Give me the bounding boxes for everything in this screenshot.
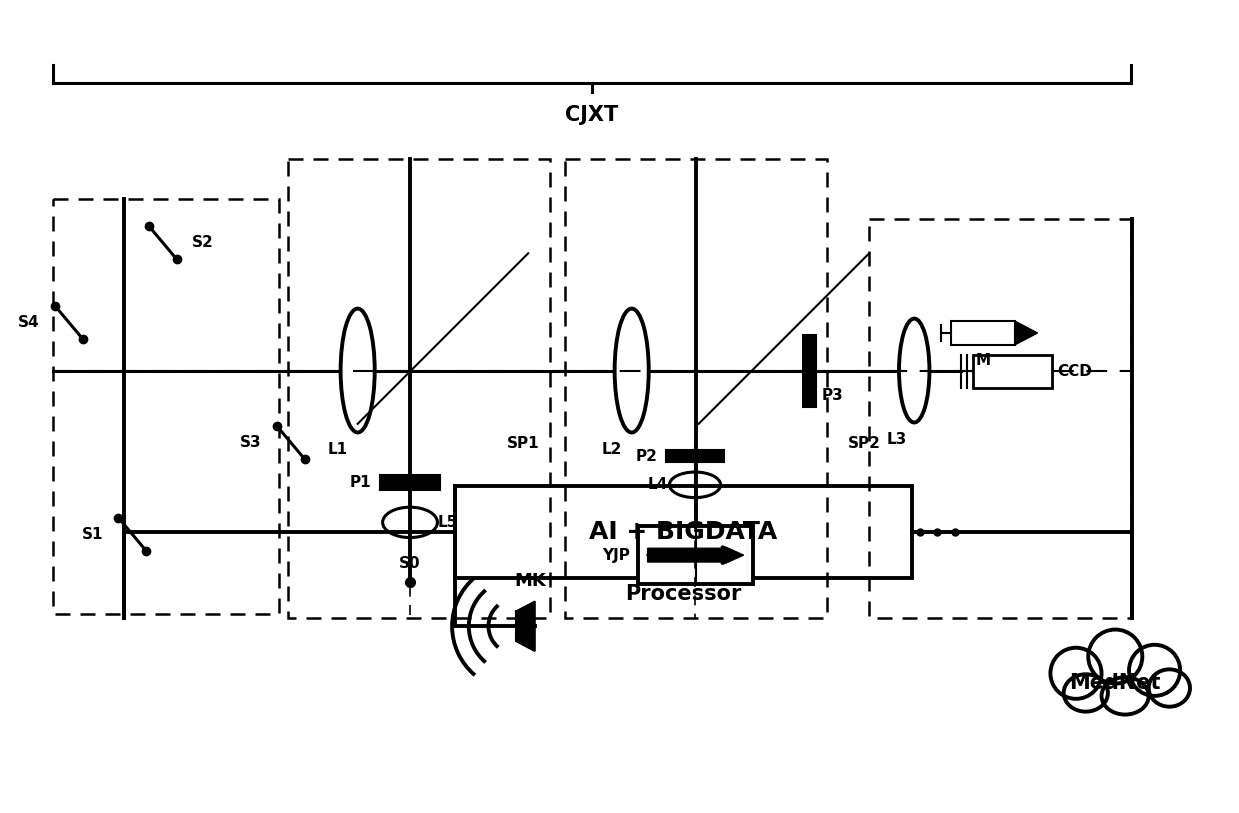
Text: S4: S4 (17, 315, 40, 330)
Bar (289, 159, 550, 618)
Text: SP2: SP2 (847, 436, 881, 450)
Text: P2: P2 (636, 449, 658, 463)
Text: AI + BIGDATA: AI + BIGDATA (590, 520, 778, 545)
Text: S1: S1 (82, 527, 103, 541)
Text: L4: L4 (647, 477, 668, 493)
Text: P1: P1 (351, 475, 372, 490)
Text: CCD: CCD (1058, 364, 1093, 379)
Text: L2: L2 (602, 442, 622, 457)
Bar (53, 198, 279, 615)
Bar (973, 354, 1052, 388)
Text: YJP: YJP (602, 548, 629, 563)
Text: Processor: Processor (624, 585, 741, 604)
Ellipse shape (1101, 677, 1149, 715)
Ellipse shape (1051, 648, 1101, 699)
Polygon shape (515, 602, 535, 651)
Text: MK: MK (515, 572, 546, 590)
Bar (869, 219, 1131, 618)
Text: S0: S0 (399, 555, 421, 571)
Text: M: M (975, 353, 990, 367)
Text: L5: L5 (437, 515, 457, 530)
Text: SP1: SP1 (507, 436, 539, 450)
Ellipse shape (1129, 645, 1181, 696)
Ellipse shape (1149, 669, 1189, 706)
Bar (565, 159, 826, 618)
Text: P3: P3 (821, 389, 843, 403)
Bar (379, 476, 441, 489)
Bar (638, 526, 753, 584)
Ellipse shape (1064, 674, 1108, 711)
Bar (455, 486, 912, 578)
Bar (665, 450, 725, 463)
Ellipse shape (1088, 629, 1142, 684)
Polygon shape (648, 547, 743, 563)
Text: L1: L1 (328, 442, 348, 457)
Text: CJXT: CJXT (565, 106, 618, 125)
Text: S2: S2 (192, 235, 214, 250)
Text: MedNet: MedNet (1069, 673, 1161, 693)
Text: S3: S3 (239, 435, 261, 450)
Bar (803, 335, 815, 406)
Text: L3: L3 (886, 433, 907, 447)
Bar (950, 321, 1015, 345)
Polygon shape (1015, 321, 1037, 345)
